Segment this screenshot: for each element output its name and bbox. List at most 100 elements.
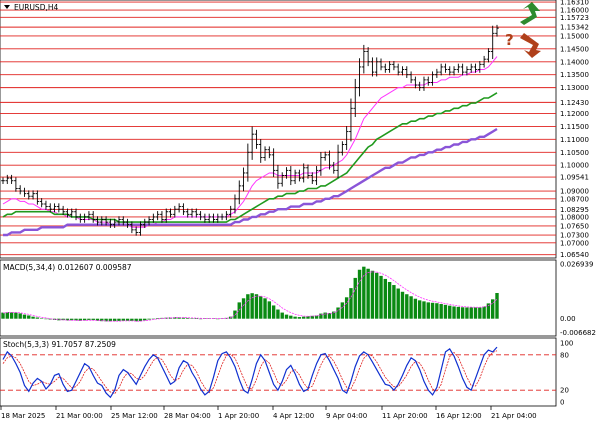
stochastic-tick-label: 20 [560,387,569,395]
price-level-label: 1.12430 [560,99,589,107]
price-level-label: 1.08000 [560,213,589,221]
macd-bar [353,277,357,319]
stochastic-tick-label: 100 [560,340,573,348]
price-level-label: 1.15342 [560,24,589,32]
price-level-label: 1.16000 [560,7,589,15]
macd-bar [271,305,276,319]
macd-tick-label: 0.026939 [560,260,593,268]
macd-bar [250,293,254,319]
macd-bar [254,294,259,319]
macd-bar [409,296,413,319]
macd-bar [267,301,272,319]
macd-bar [422,301,426,319]
macd-bar [443,304,448,319]
price-level-label: 1.14500 [560,45,589,53]
symbol-title: EURUSD,H4 [14,3,58,12]
price-level-label: 1.14000 [560,58,589,66]
forecast-question-mark: ? [505,31,514,49]
stochastic-axis: 100 80 20 0 [560,340,573,407]
macd-bar [194,318,199,319]
price-level-label: 1.10000 [560,162,589,170]
macd-bar [306,316,310,319]
macd-bar [314,315,319,319]
macd-bar [35,317,40,319]
triangle-down-icon[interactable] [4,5,10,9]
macd-bar [70,318,74,321]
macd-bar [237,302,241,319]
macd-bar [147,318,151,320]
macd-bar [349,288,353,319]
macd-bar [456,306,461,319]
macd-bar [198,318,203,320]
macd-bar [104,318,108,322]
macd-bar [435,303,439,319]
time-tick-label: 9 Apr 04:00 [326,412,367,420]
macd-bar [293,316,297,319]
macd-bar [61,318,65,321]
macd-bar [5,312,9,319]
price-level-label: 1.13000 [560,84,589,92]
macd-tick-label: 0.00 [560,315,576,323]
macd-bar [87,318,91,320]
macd-bar [396,288,400,319]
macd-bar [495,293,499,319]
time-tick-label: 4 Apr 12:00 [273,412,314,420]
price-level-label: 1.09541 [560,174,589,182]
macd-bar [280,312,284,319]
macd-panel[interactable]: MACD(5,34,4) 0.012607 0.009587 0.0269390… [0,259,596,337]
macd-tick-label: -0.006682 [560,329,596,337]
macd-bar [383,278,388,319]
stochastic-title: Stoch(5,3,3) 91.7057 87.2509 [3,340,116,349]
macd-histogram [1,266,499,322]
macd-bar [387,281,392,319]
macd-bar [78,318,83,321]
macd-bar [392,285,396,319]
macd-bar [357,269,362,319]
macd-bar [130,318,134,321]
price-level-label: 1.12000 [560,110,589,118]
macd-bar [151,318,156,320]
macd-bar [430,302,435,319]
macd-bar [323,312,327,319]
macd-bar [375,272,379,319]
price-level-label: 1.06540 [560,251,589,259]
time-tick-label: 11 Apr 20:00 [382,412,428,420]
macd-bar [366,268,370,319]
price-level-label: 1.07650 [560,222,589,230]
macd-bar [417,300,422,319]
macd-bar [18,313,22,319]
macd-bar [155,318,160,319]
macd-bar [482,306,486,319]
macd-bar [216,318,220,320]
price-level-label: 1.16310 [560,0,589,7]
macd-bar [1,312,5,319]
macd-bar [362,266,366,319]
forecast-arrows: ? [505,2,541,58]
macd-bar [190,318,194,319]
macd-bar [370,270,375,319]
ma-fast-line [2,56,498,228]
stochastic-panel-frame [0,337,557,407]
arrow-up-green-icon [520,2,540,25]
price-level-label: 1.13500 [560,71,589,79]
stochastic-panel[interactable]: Stoch(5,3,3) 91.7057 87.2509 100 80 20 0 [0,337,573,407]
macd-bar [91,318,95,321]
arrow-down-red-icon [520,33,541,58]
macd-bar [246,294,250,319]
price-level-label: 1.15723 [560,14,589,22]
macd-bar [224,317,229,319]
macd-bar [284,314,289,319]
time-tick-label: 1 Apr 20:00 [218,412,259,420]
price-level-label: 1.10500 [560,149,589,157]
macd-panel-frame [0,259,557,337]
price-panel-frame [0,0,557,259]
macd-bar [138,318,143,322]
price-level-label: 1.08700 [560,195,589,203]
ma-slow-line [3,127,498,237]
macd-bar [478,307,482,319]
macd-bar [95,318,100,321]
macd-bar [276,309,280,319]
macd-bar [469,307,473,319]
